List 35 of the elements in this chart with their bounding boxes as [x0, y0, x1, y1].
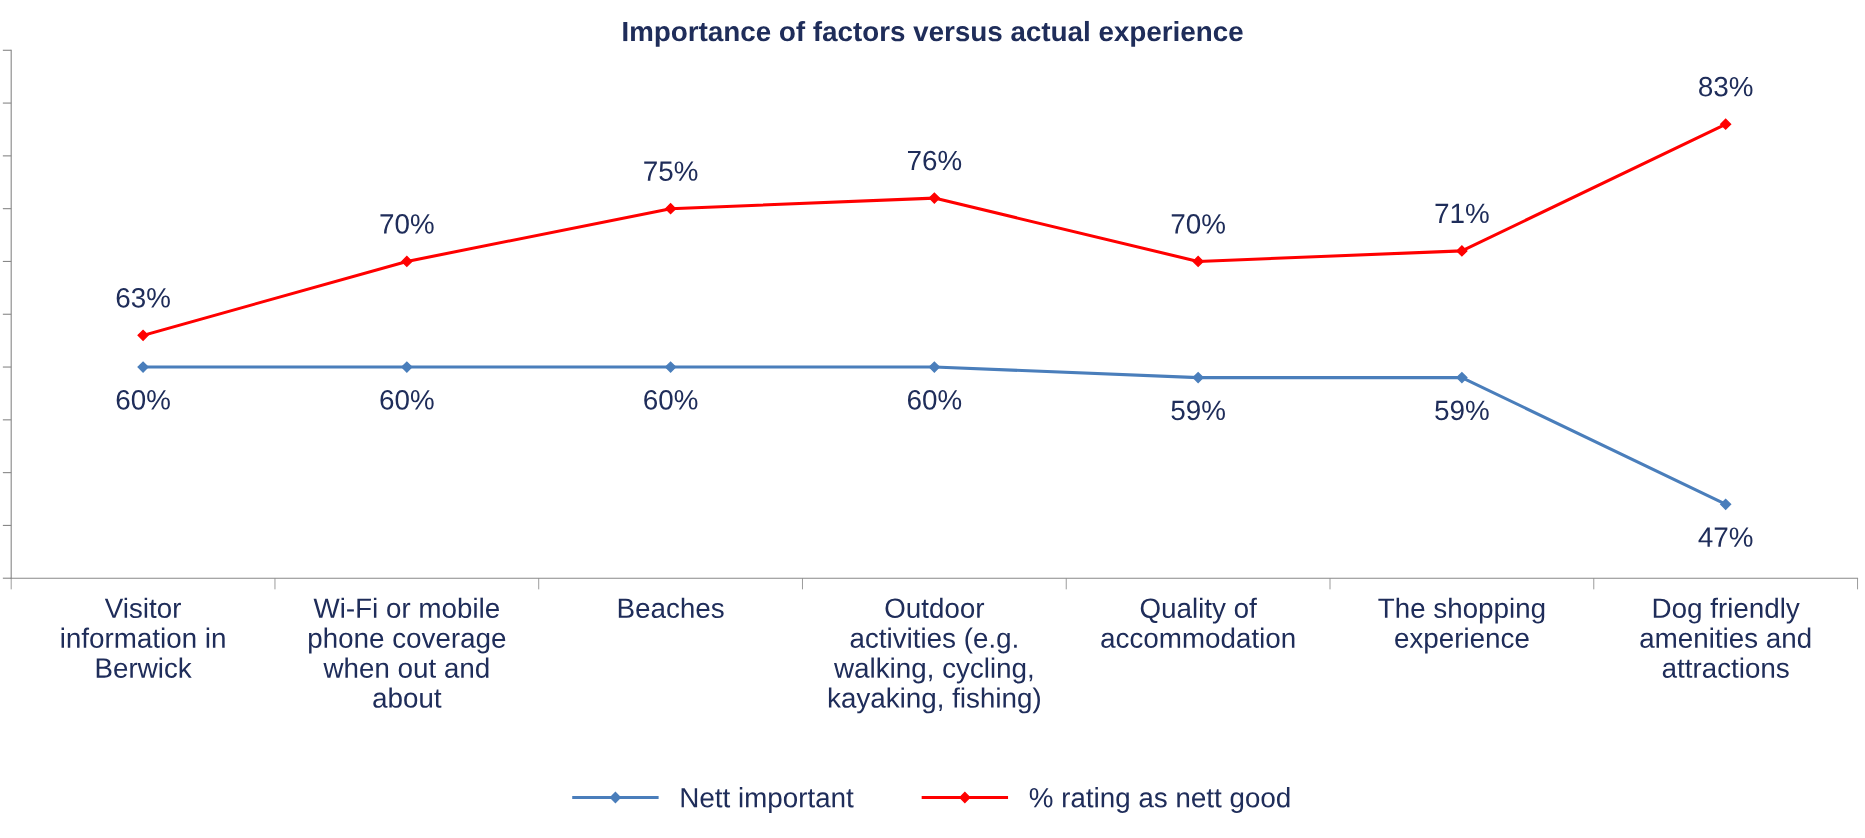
- point: [401, 361, 413, 373]
- x-tick-label: Beaches: [618, 597, 724, 619]
- data-label: 60%: [116, 390, 170, 410]
- point: [1456, 245, 1468, 257]
- chart-title: Importance of factors versus actual experience: [623, 20, 1243, 47]
- point: [928, 192, 940, 204]
- data-label: 70%: [1171, 214, 1225, 234]
- x-tick-label: Visitor information in Berwick: [61, 597, 225, 678]
- data-label: 76%: [907, 150, 962, 171]
- point: [137, 329, 149, 341]
- point: [1456, 371, 1468, 384]
- data-label: 83%: [1699, 76, 1753, 97]
- x-tick-label: Outdoor activities (e.g. walking, cycling, kayaking, fishing): [828, 597, 1040, 714]
- point: [928, 361, 940, 373]
- data-label: 60%: [907, 390, 962, 410]
- data-label: 59%: [1435, 400, 1489, 421]
- data-label: 59%: [1171, 400, 1225, 421]
- x-tick-label: Quality of accommodation: [1101, 597, 1295, 648]
- data-label: 63%: [116, 287, 170, 308]
- x-tick-label: Dog friendly amenities and attractions: [1640, 597, 1811, 678]
- data-label: 60%: [380, 390, 434, 410]
- point: [1192, 255, 1204, 268]
- legend-label: % rating as nett good: [1029, 787, 1290, 813]
- data-label: 75%: [644, 161, 698, 181]
- x-tick-label: The shopping experience: [1378, 597, 1545, 654]
- x-tick-label: Wi-Fi or mobile phone coverage when out and about: [309, 597, 506, 708]
- point: [1720, 498, 1732, 510]
- data-label: 70%: [380, 214, 434, 234]
- point: [1720, 118, 1732, 130]
- point: [1192, 371, 1204, 384]
- data-label: 71%: [1435, 203, 1489, 224]
- data-label: 47%: [1698, 527, 1753, 547]
- point: [401, 255, 413, 268]
- legend-label: Nett important: [681, 787, 854, 813]
- data-label: 60%: [644, 390, 698, 410]
